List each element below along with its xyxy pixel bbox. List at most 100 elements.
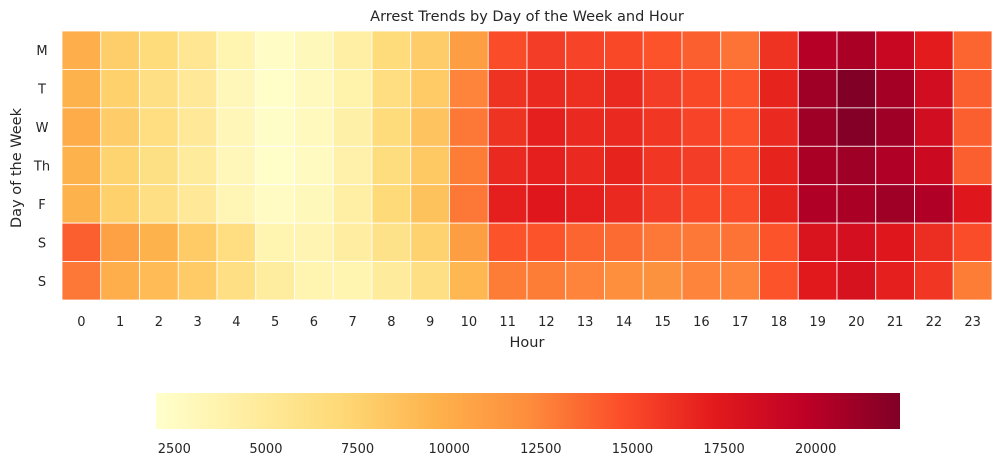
y-tick-label: F [38, 198, 45, 213]
x-tick-label: 9 [426, 315, 434, 330]
x-tick-label: 11 [499, 315, 516, 330]
x-tick-label: 2 [155, 315, 163, 330]
heatmap-cell [449, 222, 489, 262]
x-tick-label: 0 [77, 315, 85, 330]
heatmap-cell [526, 184, 567, 224]
x-tick-label: 1 [116, 315, 124, 330]
heatmap-cell [681, 107, 722, 147]
heatmap-cell [681, 261, 722, 301]
heatmap-cell [914, 30, 954, 70]
heatmap-cell [332, 107, 373, 147]
heatmap-cell [487, 145, 528, 186]
x-tick-label: 13 [577, 315, 594, 330]
heatmap-cell [177, 184, 218, 224]
heatmap-cell [797, 222, 838, 262]
heatmap-cell [604, 261, 644, 301]
heatmap-cell [952, 69, 993, 109]
heatmap-cell [410, 107, 450, 147]
heatmap-cell [371, 184, 412, 224]
heatmap-cell [952, 30, 993, 70]
heatmap-cell [139, 261, 179, 301]
y-tick-label: T [37, 83, 46, 98]
heatmap-cell [177, 30, 218, 70]
heatmap-cell [177, 222, 218, 262]
heatmap-cell [332, 261, 373, 301]
heatmap-cell [681, 30, 722, 70]
heatmap-cell [759, 222, 799, 262]
heatmap-cell [720, 222, 760, 262]
heatmap-cell [565, 107, 605, 147]
heatmap-cell [410, 30, 450, 70]
heatmap-cell [797, 145, 838, 186]
heatmap-cell [255, 261, 295, 301]
heatmap-cell [681, 69, 722, 109]
heatmap-cell [875, 107, 915, 147]
heatmap-cell [797, 30, 838, 70]
heatmap-cell [914, 222, 954, 262]
colorbar-tick-label: 20000 [795, 442, 836, 457]
heatmap-cell [526, 107, 567, 147]
heatmap-cell [720, 30, 760, 70]
heatmap-cell [255, 69, 295, 109]
heatmap-cell [952, 184, 993, 224]
heatmap-cell [139, 30, 179, 70]
heatmap-cell [875, 184, 915, 224]
heatmap-cell [139, 145, 179, 186]
heatmap-cell [294, 107, 334, 147]
heatmap-cell [487, 107, 528, 147]
x-tick-label: 15 [654, 315, 671, 330]
x-tick-labels: 0 1 2 3 4 5 6 7 8 9 10 11 12 13 14 15 16 17 18 19 20 21 22 23 [77, 315, 981, 330]
heatmap-cell [61, 184, 102, 224]
heatmap-cell [255, 107, 295, 147]
heatmap-cell [604, 107, 644, 147]
x-tick-label: 19 [809, 315, 826, 330]
heatmap-cell [952, 222, 993, 262]
x-tick-label: 10 [461, 315, 478, 330]
heatmap-cell [720, 69, 760, 109]
x-tick-label: 7 [348, 315, 356, 330]
heatmap-cell [875, 69, 915, 109]
heatmap-cell [177, 145, 218, 186]
heatmap-cell [487, 30, 528, 70]
x-tick-label: 5 [271, 315, 279, 330]
heatmap-cell [681, 184, 722, 224]
heatmap-cell [410, 145, 450, 186]
colorbar [156, 393, 900, 429]
heatmap-cell [371, 222, 412, 262]
heatmap-cell [100, 184, 140, 224]
heatmap-cell [914, 107, 954, 147]
heatmap-cell [759, 184, 799, 224]
colorbar-tick-labels: 2500 5000 7500 10000 12500 15000 17500 20000 [158, 442, 837, 457]
heatmap-cell [565, 69, 605, 109]
heatmap-cell [875, 222, 915, 262]
colorbar-tick-label: 15000 [612, 442, 653, 457]
heatmap-cell [914, 69, 954, 109]
heatmap-cell [100, 69, 140, 109]
heatmap-cell [294, 184, 334, 224]
heatmap-cell [797, 261, 838, 301]
heatmap-cell [139, 222, 179, 262]
heatmap-cell [836, 222, 877, 262]
heatmap-cell [797, 69, 838, 109]
heatmap-cell [177, 69, 218, 109]
heatmap-cell [294, 145, 334, 186]
heatmap-cell [914, 261, 954, 301]
heatmap-cell [565, 30, 605, 70]
heatmap-cell [255, 184, 295, 224]
x-tick-label: 20 [848, 315, 865, 330]
heatmap-cell [565, 145, 605, 186]
heatmap-cell [100, 145, 140, 186]
x-tick-label: 12 [538, 315, 555, 330]
heatmap-cell [642, 184, 683, 224]
heatmap-cell [100, 222, 140, 262]
heatmap-cell [681, 145, 722, 186]
x-tick-label: 8 [387, 315, 395, 330]
heatmap-cell [720, 107, 760, 147]
heatmap-cell [216, 222, 257, 262]
heatmap-cell [371, 107, 412, 147]
heatmap-cell [875, 30, 915, 70]
y-tick-labels: M T W Th F S S [33, 44, 50, 290]
heatmap-cell [487, 184, 528, 224]
heatmap-cell [255, 145, 295, 186]
